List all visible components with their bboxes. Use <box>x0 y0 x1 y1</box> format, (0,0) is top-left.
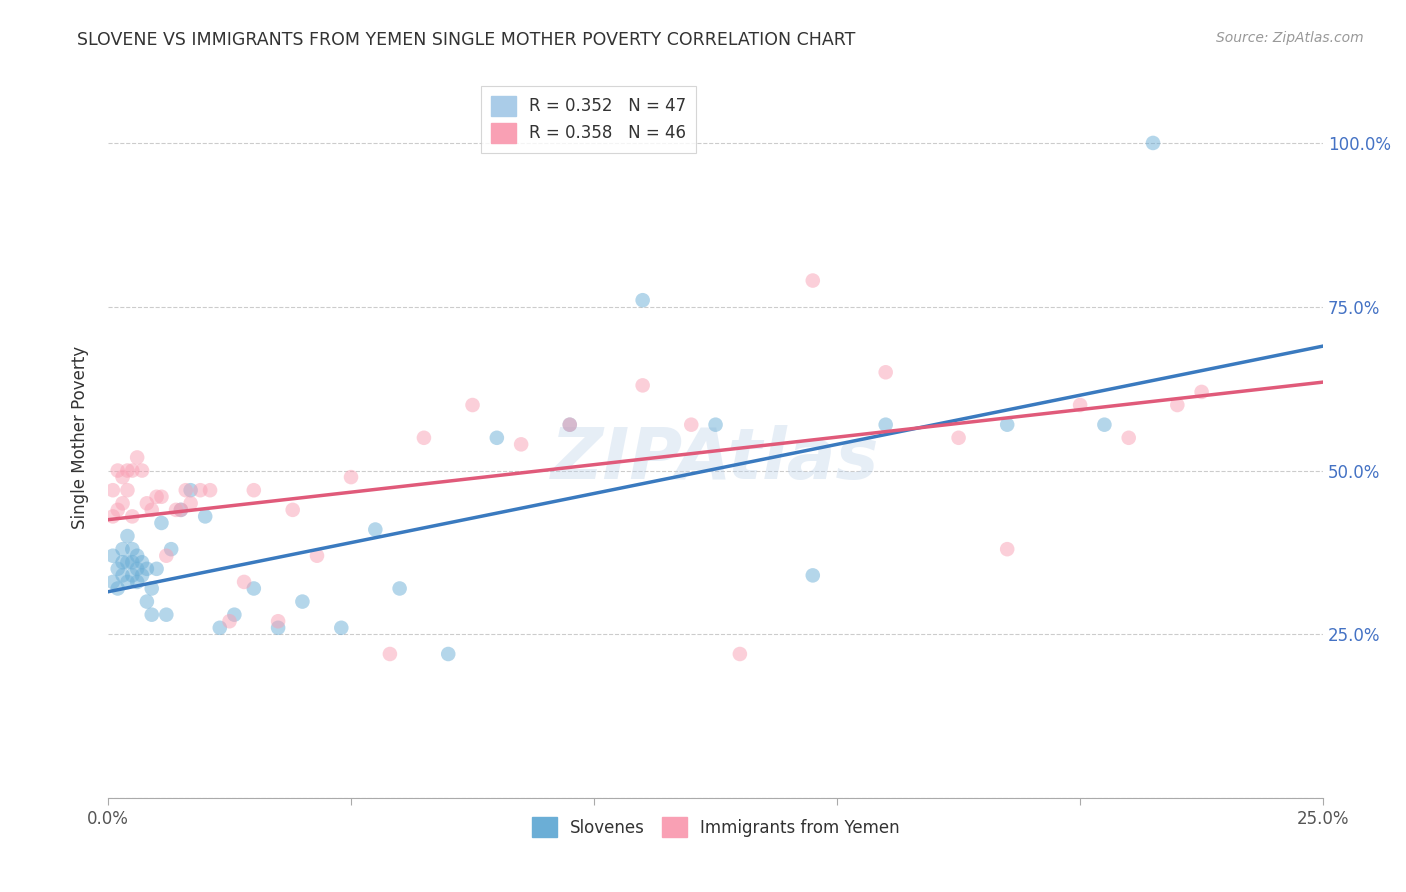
Text: ZIPAtlas: ZIPAtlas <box>551 425 880 494</box>
Point <box>194 509 217 524</box>
Point <box>243 582 266 596</box>
Point <box>1069 398 1091 412</box>
Point <box>233 574 256 589</box>
Point <box>141 503 163 517</box>
Point <box>461 398 484 412</box>
Point <box>131 555 153 569</box>
Point <box>101 549 124 563</box>
Point <box>704 417 727 432</box>
Point <box>681 417 703 432</box>
Point <box>558 417 581 432</box>
Point <box>155 607 177 622</box>
Point <box>1191 384 1213 399</box>
Point <box>117 555 139 569</box>
Point <box>121 464 143 478</box>
Point <box>558 417 581 432</box>
Point <box>631 293 654 308</box>
Point <box>875 417 897 432</box>
Point <box>111 568 134 582</box>
Text: Source: ZipAtlas.com: Source: ZipAtlas.com <box>1216 31 1364 45</box>
Point <box>413 431 436 445</box>
Point <box>101 509 124 524</box>
Point <box>1142 136 1164 150</box>
Point <box>111 470 134 484</box>
Legend: Slovenes, Immigrants from Yemen: Slovenes, Immigrants from Yemen <box>524 810 905 844</box>
Point <box>801 274 824 288</box>
Point <box>127 549 149 563</box>
Point <box>170 503 193 517</box>
Point <box>801 568 824 582</box>
Point <box>111 496 134 510</box>
Point <box>127 562 149 576</box>
Point <box>180 496 202 510</box>
Point <box>117 483 139 498</box>
Point <box>631 378 654 392</box>
Point <box>107 464 129 478</box>
Y-axis label: Single Mother Poverty: Single Mother Poverty <box>72 346 89 529</box>
Point <box>117 574 139 589</box>
Point <box>995 417 1018 432</box>
Point <box>948 431 970 445</box>
Point <box>121 555 143 569</box>
Point <box>131 568 153 582</box>
Point <box>135 496 157 510</box>
Point <box>243 483 266 498</box>
Point <box>127 450 149 465</box>
Point <box>107 503 129 517</box>
Point <box>1118 431 1140 445</box>
Point <box>135 594 157 608</box>
Point <box>330 621 353 635</box>
Point <box>160 542 183 557</box>
Point <box>111 542 134 557</box>
Point <box>1092 417 1115 432</box>
Point <box>340 470 363 484</box>
Point <box>224 607 246 622</box>
Point <box>107 582 129 596</box>
Point <box>141 582 163 596</box>
Point <box>291 594 314 608</box>
Point <box>281 503 304 517</box>
Point <box>127 574 149 589</box>
Point <box>388 582 411 596</box>
Point <box>150 490 173 504</box>
Point <box>728 647 751 661</box>
Point <box>198 483 221 498</box>
Point <box>141 607 163 622</box>
Point <box>510 437 533 451</box>
Point <box>305 549 328 563</box>
Point <box>378 647 401 661</box>
Point <box>267 621 290 635</box>
Point <box>121 509 143 524</box>
Point <box>188 483 211 498</box>
Point <box>145 490 167 504</box>
Point <box>208 621 231 635</box>
Point <box>267 614 290 628</box>
Point <box>875 365 897 379</box>
Point <box>101 574 124 589</box>
Text: SLOVENE VS IMMIGRANTS FROM YEMEN SINGLE MOTHER POVERTY CORRELATION CHART: SLOVENE VS IMMIGRANTS FROM YEMEN SINGLE … <box>77 31 856 49</box>
Point <box>111 555 134 569</box>
Point <box>117 464 139 478</box>
Point <box>145 562 167 576</box>
Point <box>165 503 187 517</box>
Point <box>180 483 202 498</box>
Point <box>121 542 143 557</box>
Point <box>364 523 387 537</box>
Point <box>121 568 143 582</box>
Point <box>485 431 508 445</box>
Point <box>170 503 193 517</box>
Point <box>107 562 129 576</box>
Point <box>218 614 240 628</box>
Point <box>995 542 1018 557</box>
Point <box>131 464 153 478</box>
Point <box>117 529 139 543</box>
Point <box>155 549 177 563</box>
Point <box>437 647 460 661</box>
Point <box>101 483 124 498</box>
Point <box>135 562 157 576</box>
Point <box>1166 398 1188 412</box>
Point <box>150 516 173 530</box>
Point <box>174 483 197 498</box>
